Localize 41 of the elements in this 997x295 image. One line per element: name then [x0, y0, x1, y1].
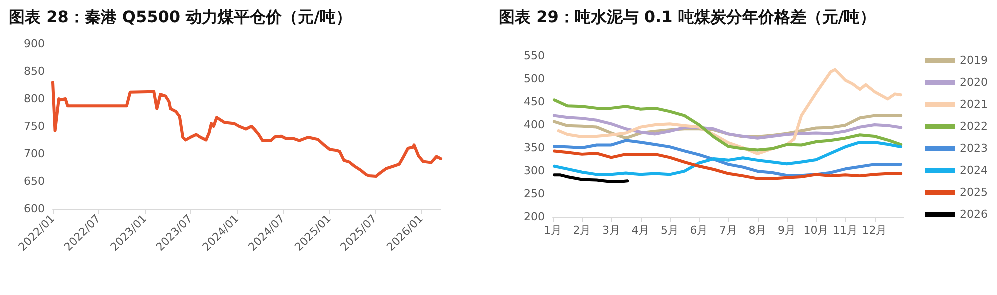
x-tick-label: 3月 — [602, 224, 620, 237]
y-tick-label: 650 — [24, 175, 45, 188]
legend-label: 2025 — [960, 186, 988, 199]
legend-label: 2024 — [960, 164, 988, 177]
chart-title: 图表 28：秦港 Q5500 动力煤平仓价（元/吨） — [9, 8, 352, 26]
x-tick-label: 2月 — [573, 224, 592, 237]
x-tick-label: 11月 — [833, 224, 858, 237]
y-tick-label: 400 — [524, 118, 545, 132]
legend-label: 2022 — [960, 120, 988, 133]
legend-label: 2019 — [960, 54, 988, 67]
y-tick-label: 800 — [24, 92, 45, 106]
legend-label: 2021 — [960, 98, 988, 111]
x-tick-label: 6月 — [690, 224, 708, 237]
line-series — [552, 150, 903, 180]
y-tick-label: 450 — [524, 96, 545, 108]
line-series — [52, 81, 442, 178]
x-tick-label: 1月 — [544, 224, 562, 237]
y-tick-label: 900 — [24, 38, 45, 50]
y-tick-label: 350 — [524, 142, 545, 154]
x-tick-label: 5月 — [661, 224, 679, 237]
x-tick-label: 4月 — [632, 224, 650, 237]
y-tick-label: 250 — [524, 188, 545, 200]
x-tick-label: 12月 — [862, 224, 888, 237]
y-tick-label: 850 — [24, 65, 45, 78]
y-tick-label: 500 — [524, 72, 545, 86]
legend-label: 2020 — [960, 76, 988, 89]
y-tick-label: 750 — [24, 120, 45, 133]
y-tick-label: 550 — [524, 50, 545, 62]
legend-label: 2026 — [960, 208, 988, 221]
x-tick-label: 7月 — [720, 224, 738, 237]
x-tick-label: 10月 — [804, 224, 829, 237]
legend-label: 2023 — [960, 142, 988, 155]
y-tick-label: 300 — [524, 164, 545, 178]
y-tick-label: 700 — [24, 148, 45, 160]
x-tick-label: 9月 — [778, 224, 796, 237]
chart-title: 图表 29：吨水泥与 0.1 吨煤炭分年价格差（元/吨） — [499, 8, 876, 26]
line-series — [552, 98, 903, 152]
line-series — [552, 174, 630, 184]
y-tick-label: 200 — [524, 210, 545, 224]
x-tick-label: 8月 — [748, 224, 767, 237]
y-tick-label: 600 — [24, 202, 45, 216]
